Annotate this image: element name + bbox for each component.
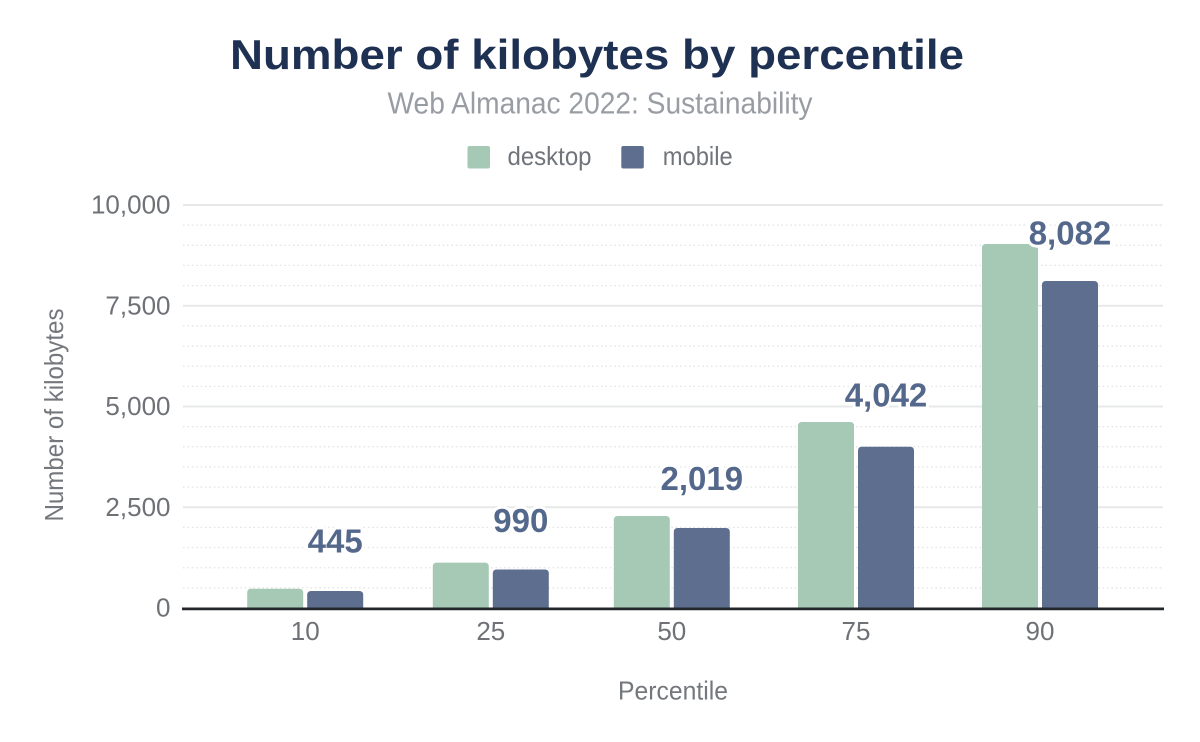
svg-text:75: 75 [842, 616, 871, 646]
svg-text:Percentile: Percentile [618, 676, 728, 706]
svg-text:Web Almanac 2022: Sustainabili: Web Almanac 2022: Sustainability [388, 87, 814, 121]
svg-text:90: 90 [1026, 616, 1055, 646]
svg-text:mobile: mobile [663, 141, 733, 171]
svg-text:7,500: 7,500 [105, 290, 170, 320]
svg-text:Number of kilobytes by percent: Number of kilobytes by percentile [230, 31, 964, 78]
svg-text:8,082: 8,082 [1029, 215, 1112, 252]
svg-text:2,500: 2,500 [105, 492, 170, 522]
svg-text:445: 445 [308, 523, 363, 560]
svg-text:10: 10 [291, 616, 320, 646]
svg-text:990: 990 [493, 502, 548, 539]
svg-text:25: 25 [476, 616, 505, 646]
svg-text:10,000: 10,000 [91, 190, 171, 220]
svg-text:50: 50 [657, 616, 686, 646]
svg-text:0: 0 [156, 593, 170, 623]
svg-text:4,042: 4,042 [845, 377, 928, 414]
svg-text:2,019: 2,019 [661, 460, 744, 497]
svg-text:5,000: 5,000 [105, 391, 170, 421]
svg-text:Number of kilobytes: Number of kilobytes [39, 309, 69, 522]
svg-text:desktop: desktop [508, 141, 592, 171]
